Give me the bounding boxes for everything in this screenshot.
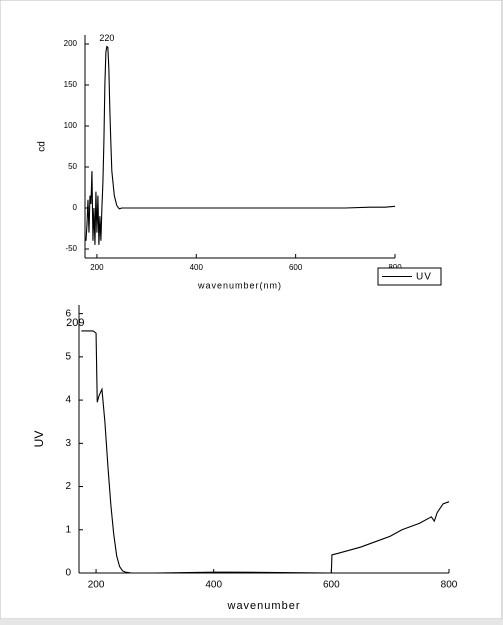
y-tick-label: 0 — [73, 203, 78, 212]
x-axis-label: wavenumber(nm) — [197, 280, 282, 290]
y-axis-label: cd — [37, 141, 48, 152]
y-tick-label: 5 — [65, 352, 71, 363]
bottom-strip — [0, 619, 503, 625]
data-line — [85, 45, 396, 245]
legend-label: UV — [416, 272, 432, 283]
x-tick-label: 200 — [88, 580, 105, 591]
x-tick-label: 200 — [90, 263, 104, 272]
y-tick-label: 4 — [65, 395, 71, 406]
y-tick-label: 3 — [65, 438, 71, 449]
y-tick-label: 6 — [65, 308, 71, 319]
y-axis-label: UV — [32, 431, 46, 448]
x-tick-label: 600 — [289, 263, 303, 272]
y-tick-label: 50 — [68, 162, 77, 171]
y-tick-label: 2 — [65, 481, 71, 492]
y-tick-label: -50 — [65, 244, 77, 253]
annotation: 220 — [99, 33, 114, 43]
x-tick-label: 600 — [323, 580, 340, 591]
x-tick-label: 800 — [441, 580, 458, 591]
annotation: 209 — [66, 317, 84, 329]
x-tick-label: 400 — [190, 263, 204, 272]
y-tick-label: 0 — [65, 568, 71, 579]
x-tick-label: 400 — [205, 580, 222, 591]
data-line — [81, 330, 450, 574]
y-tick-label: 1 — [65, 524, 71, 535]
x-axis-label: wavenumber — [227, 600, 301, 612]
y-tick-label: 200 — [64, 39, 78, 48]
y-tick-label: 100 — [64, 121, 78, 130]
y-tick-label: 150 — [64, 80, 78, 89]
